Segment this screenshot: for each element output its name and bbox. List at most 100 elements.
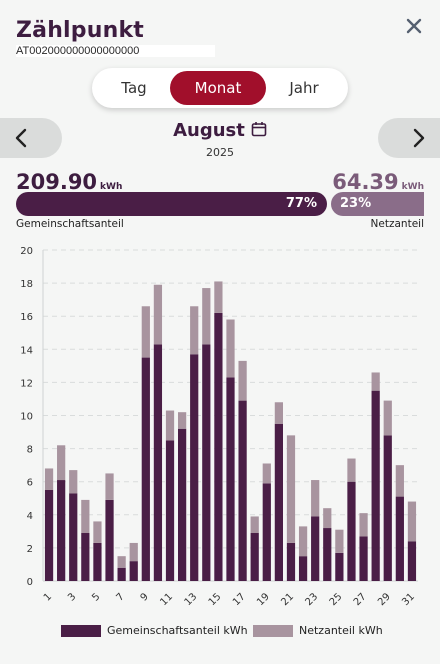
bar-community — [178, 428, 187, 581]
x-tick-label: 27 — [352, 591, 369, 608]
grid-share-label: Netzanteil — [370, 218, 424, 230]
x-tick-label: 23 — [304, 591, 321, 608]
chevron-right-icon — [413, 128, 425, 148]
bar-grid — [238, 360, 247, 401]
bar-grid — [407, 501, 417, 542]
bar-community — [165, 440, 175, 581]
bar-grid — [214, 281, 223, 313]
bar-community — [117, 567, 126, 581]
bar-grid — [262, 463, 271, 484]
x-tick-label: 13 — [183, 591, 200, 608]
bar-grid — [298, 526, 308, 557]
grid-value: 64.39 — [332, 170, 399, 194]
bar-community — [407, 541, 417, 581]
community-share-label: Gemeinschaftsanteil — [16, 218, 124, 230]
y-tick-label: 6 — [27, 478, 33, 489]
community-total: 209.90 kWh — [16, 170, 122, 194]
bar-grid — [311, 480, 320, 517]
y-tick-label: 18 — [20, 279, 33, 290]
period-year: 2025 — [206, 146, 234, 159]
x-tick-label: 5 — [90, 591, 102, 603]
bar-community — [190, 354, 199, 581]
y-tick-label: 8 — [27, 445, 33, 456]
bar-grid — [57, 445, 66, 481]
tab-day[interactable]: Tag — [121, 79, 147, 97]
bar-community — [44, 489, 54, 581]
bar-community — [335, 552, 344, 581]
bar-community — [69, 493, 78, 581]
community-value: 209.90 — [16, 170, 98, 194]
y-tick-label: 14 — [20, 345, 33, 356]
legend-community: Gemeinschaftsanteil kWh — [61, 624, 248, 637]
bar-grid — [153, 284, 163, 345]
legend-community-label: Gemeinschaftsanteil kWh — [107, 624, 248, 637]
bar-community — [93, 542, 102, 581]
legend-community-swatch — [61, 624, 101, 637]
bar-community — [311, 516, 320, 581]
previous-period-button[interactable] — [0, 118, 62, 158]
y-tick-label: 10 — [20, 412, 33, 423]
period-month[interactable]: August — [0, 120, 440, 142]
bar-grid — [347, 458, 356, 482]
bar-grid — [129, 542, 138, 562]
meter-id: AT002000000000000000 — [16, 45, 216, 57]
bar-grid — [93, 521, 102, 543]
x-tick-label: 21 — [279, 591, 296, 608]
month-label: August — [173, 120, 245, 141]
bar-grid — [371, 372, 380, 391]
bar-community — [371, 390, 380, 581]
grid-unit: kWh — [401, 182, 424, 192]
x-tick-label: 7 — [114, 591, 126, 603]
bar-grid — [165, 410, 175, 441]
chevron-left-icon — [15, 128, 27, 148]
bar-community — [298, 556, 308, 581]
bar-community — [274, 423, 283, 581]
x-tick-label: 19 — [255, 591, 272, 608]
calendar-icon[interactable] — [251, 121, 267, 142]
bar-grid — [178, 412, 187, 429]
grid-total: 64.39 kWh — [332, 170, 424, 194]
bar-grid — [226, 319, 235, 378]
bar-community — [214, 312, 223, 581]
bar-grid — [395, 465, 404, 497]
bar-community — [153, 344, 163, 581]
community-unit: kWh — [100, 182, 123, 192]
page-title: Zählpunkt — [16, 18, 145, 43]
y-tick-label: 12 — [20, 378, 33, 389]
x-tick-label: 31 — [400, 591, 417, 608]
community-share-bar: 77% — [16, 192, 327, 216]
tab-month[interactable]: Monat — [170, 71, 266, 105]
y-tick-label: 16 — [20, 312, 33, 323]
bar-community — [81, 533, 90, 581]
y-tick-label: 4 — [27, 511, 33, 522]
bar-grid — [359, 513, 368, 537]
tab-year[interactable]: Jahr — [289, 79, 319, 97]
next-period-button[interactable] — [378, 118, 440, 158]
bar-community — [383, 435, 392, 581]
y-tick-label: 20 — [20, 246, 33, 257]
close-icon — [406, 18, 422, 34]
bar-grid — [81, 499, 90, 534]
bar-grid — [250, 516, 259, 534]
close-button[interactable] — [402, 14, 426, 38]
bar-community — [347, 481, 356, 581]
bar-grid — [69, 470, 78, 494]
bar-grid — [202, 288, 211, 345]
bar-community — [286, 542, 296, 581]
bar-grid — [105, 473, 114, 500]
bar-grid — [323, 508, 332, 529]
bar-community — [226, 377, 235, 581]
x-tick-label: 29 — [376, 591, 393, 608]
bar-community — [250, 533, 259, 581]
y-tick-label: 2 — [27, 544, 33, 555]
bar-community — [129, 561, 138, 581]
bar-community — [238, 400, 247, 581]
bar-community — [262, 483, 271, 581]
bar-community — [323, 528, 332, 581]
x-tick-label: 11 — [158, 591, 175, 608]
bar-grid — [335, 529, 344, 553]
x-tick-label: 9 — [139, 591, 151, 603]
bar-community — [359, 536, 368, 581]
y-tick-label: 0 — [27, 577, 33, 588]
